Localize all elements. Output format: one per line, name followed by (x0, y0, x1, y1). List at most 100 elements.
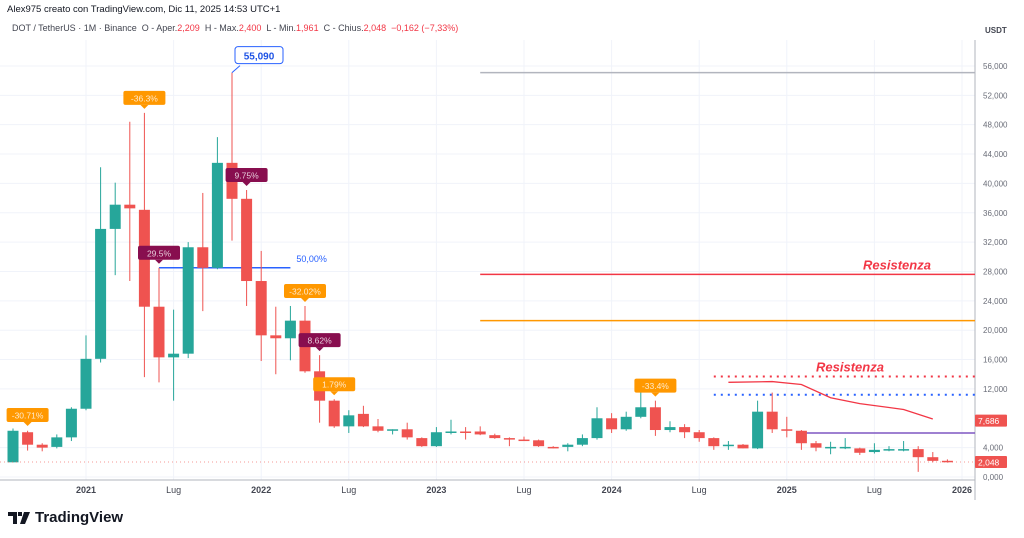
high-value: 2,400 (238, 23, 262, 33)
candle-body (766, 411, 778, 430)
candle (36, 443, 48, 452)
candle (664, 421, 676, 433)
x-tick-label: 2025 (777, 485, 797, 495)
candle (752, 400, 764, 450)
candle-body (51, 437, 63, 447)
candle (153, 267, 165, 383)
percent-callout: -30.71% (6, 408, 49, 427)
candle (460, 427, 472, 440)
callout-pointer (242, 182, 251, 187)
candle-body (211, 162, 223, 268)
percent-callout: 9.75% (225, 168, 268, 187)
x-tick-label: Lug (341, 485, 356, 495)
candle-body (679, 427, 691, 433)
candle (138, 112, 150, 378)
candle-body (591, 418, 603, 439)
candle (168, 309, 180, 401)
callout-pointer (23, 422, 32, 427)
callout-pointer (301, 297, 309, 302)
percent-callout: 1.79% (313, 377, 356, 396)
x-tick-label: 2026 (952, 485, 972, 495)
candle-body (606, 418, 618, 430)
peak-pointer (231, 65, 241, 74)
callout-text: -30.71% (12, 411, 44, 421)
tradingview-logo-icon (8, 511, 30, 524)
candle-body (124, 204, 136, 209)
low-label: L - Min. (266, 23, 297, 33)
candle-body (912, 449, 924, 458)
symbol-name[interactable]: DOT / TetherUS · 1M · Binance (12, 23, 137, 33)
candle-body (460, 431, 472, 433)
candle-body (576, 438, 588, 445)
y-tick-label: 52,000 (983, 91, 1008, 100)
callout-pointer (315, 347, 324, 352)
candle-body (241, 198, 253, 282)
candle-body (868, 449, 880, 453)
y-tick-label: 16,000 (983, 356, 1008, 365)
candle (606, 413, 618, 433)
candle-body (343, 415, 355, 427)
candle-body (109, 204, 121, 229)
candle (533, 439, 545, 447)
percent-callout: -33.4% (634, 378, 677, 397)
candle (883, 446, 895, 452)
price-tag-text: 2,048 (978, 457, 1000, 467)
candle (387, 429, 399, 435)
candle (489, 433, 501, 439)
candle (124, 121, 136, 282)
candle-body (372, 426, 384, 431)
candle-body (328, 400, 340, 427)
callout-text: 9.75% (235, 171, 260, 181)
candle (854, 447, 866, 455)
candle (518, 436, 530, 442)
candle (839, 438, 851, 450)
y-tick-label: 40,000 (983, 179, 1008, 188)
candle-body (489, 435, 501, 439)
callout-text: -33.4% (642, 381, 669, 391)
peak-callout-box (234, 46, 284, 65)
candle (868, 443, 880, 454)
candle-body (722, 444, 734, 447)
candle-body (810, 443, 822, 448)
percent-callout: 8.62% (298, 333, 341, 352)
candle-body (883, 449, 895, 451)
resistance-label: Resistenza (816, 359, 884, 374)
candle-body (197, 247, 209, 268)
candle (255, 250, 267, 362)
candle-body (898, 449, 910, 451)
candle (679, 424, 691, 439)
candle-body (416, 438, 428, 447)
candle (825, 441, 837, 455)
candle-body (357, 413, 369, 427)
candle (693, 430, 705, 442)
y-tick-label: 44,000 (983, 150, 1008, 159)
candle (226, 72, 238, 241)
price-tag-text: 7,686 (978, 416, 1000, 426)
candle-body (518, 439, 530, 442)
chart-credit: Alex975 creato con TradingView.com, Dic … (7, 4, 281, 15)
candle (810, 441, 822, 452)
x-tick-label: 2023 (426, 485, 446, 495)
candle (766, 392, 778, 433)
candle (430, 427, 442, 447)
candle-body (781, 429, 793, 431)
candle-body (839, 446, 851, 449)
callout-box (313, 377, 356, 392)
low-value: 1,961 (296, 23, 319, 33)
candle-body (474, 431, 486, 435)
candle-body (284, 320, 296, 339)
x-tick-label: 2022 (251, 485, 271, 495)
callout-box (123, 90, 166, 105)
candle-body (503, 438, 515, 440)
x-tick-label: Lug (867, 485, 882, 495)
callout-box (298, 333, 341, 348)
candle (722, 441, 734, 450)
candle-body (854, 448, 866, 453)
candle-body (562, 444, 574, 447)
callout-pointer (330, 391, 339, 396)
candle (401, 422, 413, 440)
candle (416, 437, 428, 447)
resistance-label: Resistenza (863, 257, 931, 272)
candle-body (65, 408, 77, 438)
